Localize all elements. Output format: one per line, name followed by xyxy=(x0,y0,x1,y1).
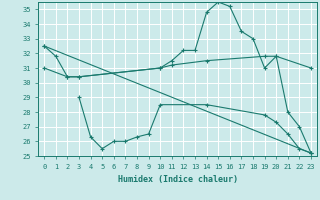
X-axis label: Humidex (Indice chaleur): Humidex (Indice chaleur) xyxy=(118,175,238,184)
